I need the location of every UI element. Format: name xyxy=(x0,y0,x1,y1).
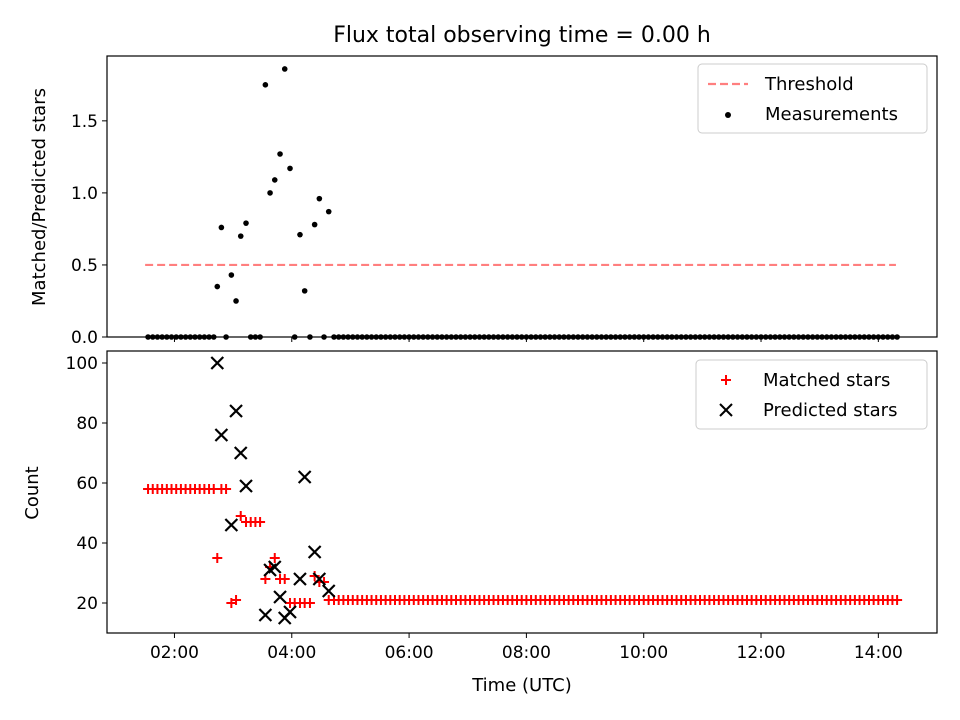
matched-star-point xyxy=(304,598,315,608)
top-axes-frame xyxy=(106,55,938,338)
bottom-legend-box xyxy=(695,359,928,430)
bottom-x-tick-label: 06:00 xyxy=(385,643,434,663)
top-y-ticks: 0.0 0.5 1.0 1.5 xyxy=(71,112,107,348)
legend-matched-swatch xyxy=(721,375,731,385)
bottom-x-tick-label: 14:00 xyxy=(854,643,903,663)
measurement-point xyxy=(214,283,221,290)
top-x-ticks xyxy=(173,337,879,342)
predicted-star-point xyxy=(210,356,225,370)
bottom-plot-area: 20 40 60 80 100 02:00 04:00 06:00 08:00 10:00 12:… xyxy=(66,350,938,663)
legend-measurements-label: Measurements xyxy=(765,104,898,125)
legend-predicted-label: Predicted stars xyxy=(763,400,897,421)
predicted-star-point xyxy=(297,470,312,484)
bottom-y-axis-label: Count xyxy=(22,466,43,519)
bottom-x-tick-label: 08:00 xyxy=(502,643,551,663)
predicted-star-point xyxy=(267,560,282,574)
measurement-point xyxy=(301,288,308,294)
bottom-y-tick-label: 40 xyxy=(76,534,98,554)
bottom-axes-frame xyxy=(106,350,938,634)
measurement-point xyxy=(267,190,273,196)
bottom-x-axis-label: Time (UTC) xyxy=(471,675,572,696)
predicted-star-point xyxy=(214,428,229,442)
measurement-point xyxy=(228,272,235,278)
bottom-marks xyxy=(143,356,903,625)
measurement-point xyxy=(297,231,303,238)
measurement-point xyxy=(325,208,332,215)
bottom-y-tick-label: 20 xyxy=(76,594,98,614)
measurement-point xyxy=(277,151,283,157)
top-legend-box xyxy=(697,63,928,134)
measurement-point xyxy=(271,177,278,183)
bottom-legend: Matched stars Predicted stars xyxy=(695,359,928,430)
matched-star-point xyxy=(269,553,280,563)
bottom-x-tick-label: 10:00 xyxy=(619,643,668,663)
bottom-x-tick-label: 02:00 xyxy=(150,643,199,663)
measurement-point xyxy=(316,195,323,202)
predicted-star-point xyxy=(283,605,297,619)
measurement-point xyxy=(281,66,288,72)
top-y-axis-label: Matched/Predicted stars xyxy=(29,88,50,306)
predicted-star-point xyxy=(239,479,253,493)
matched-star-point xyxy=(309,571,320,581)
matched-star-point xyxy=(235,511,246,521)
bottom-y-tick-label: 80 xyxy=(76,414,98,434)
predicted-star-point xyxy=(273,590,287,604)
predicted-star-point xyxy=(233,446,248,460)
top-y-tick-label: 0.0 xyxy=(71,328,98,348)
predicted-star-point xyxy=(312,572,327,586)
legend-measurements-swatch xyxy=(725,112,731,118)
predicted-star-point xyxy=(321,584,336,598)
top-chart-title: Flux total observing time = 0.00 h xyxy=(333,23,711,48)
measurement-point xyxy=(243,220,249,226)
top-y-tick-label: 1.0 xyxy=(71,184,98,204)
measurement-point xyxy=(262,82,269,88)
measurement-point xyxy=(218,224,225,231)
predicted-star-point xyxy=(224,518,239,532)
top-y-tick-label: 1.5 xyxy=(71,112,98,132)
predicted-star-point xyxy=(293,572,307,586)
matched-star-point xyxy=(255,517,266,527)
predicted-star-point xyxy=(229,404,243,418)
bottom-y-tick-label: 100 xyxy=(66,354,98,374)
measurement-point xyxy=(233,298,239,304)
matched-star-point xyxy=(231,595,242,605)
top-y-tick-label: 0.5 xyxy=(71,256,98,276)
predicted-star-point xyxy=(258,608,273,622)
legend-matched-label: Matched stars xyxy=(763,370,890,391)
matched-star-point xyxy=(279,574,290,584)
bottom-x-tick-label: 12:00 xyxy=(737,643,786,663)
bottom-x-tick-label: 04:00 xyxy=(267,643,316,663)
measurement-point xyxy=(237,233,244,239)
bottom-y-tick-label: 60 xyxy=(76,474,98,494)
legend-threshold-label: Threshold xyxy=(764,74,854,95)
measurement-point xyxy=(287,165,293,172)
top-plot-area: 0.0 0.5 1.0 1.5 xyxy=(71,55,938,348)
matched-star-point xyxy=(892,595,903,605)
predicted-star-point xyxy=(307,545,322,559)
legend-predicted-swatch xyxy=(719,403,733,417)
measurement-point xyxy=(311,221,318,228)
matched-star-point xyxy=(221,484,232,494)
matched-star-point xyxy=(212,553,223,563)
top-legend: Threshold Measurements xyxy=(697,63,928,134)
bottom-x-ticks: 02:00 04:00 06:00 08:00 10:00 12:00 14:00 xyxy=(150,633,903,663)
bottom-y-ticks: 20 40 60 80 100 xyxy=(66,354,107,614)
